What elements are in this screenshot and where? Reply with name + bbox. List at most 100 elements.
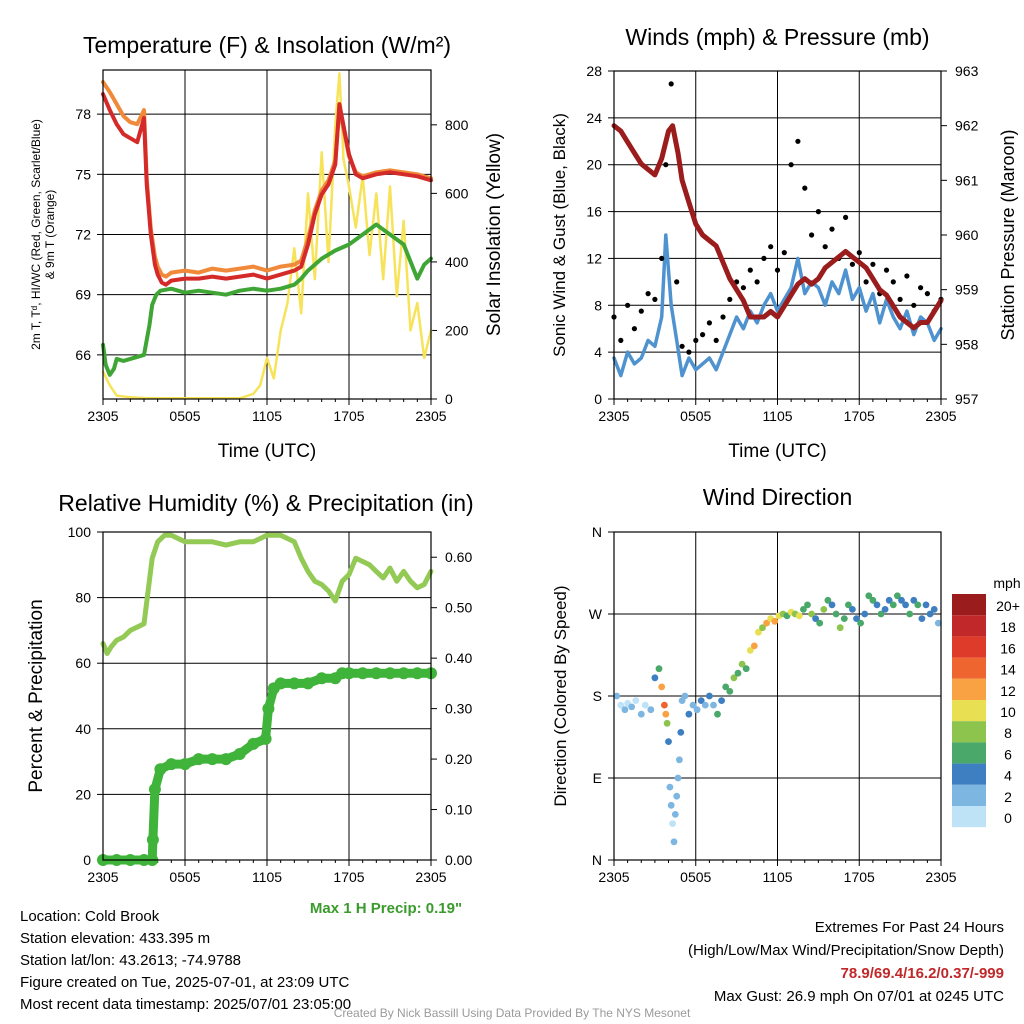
extremes-subtitle: (High/Low/Max Wind/Precipitation/Snow De… (688, 942, 1004, 959)
x-tick-label: 2305 (925, 408, 956, 424)
direction-point (812, 615, 819, 622)
x-tick-label: 1105 (762, 869, 792, 885)
y-tick-label: 75 (75, 166, 91, 182)
temperature-title: Temperature (F) & Insolation (W/m²) (83, 32, 451, 58)
precip-point (343, 667, 355, 680)
direction-point (710, 701, 717, 709)
colorbar-label: 0 (1004, 810, 1012, 826)
direction-point (934, 619, 942, 627)
series-station-pressure (611, 123, 944, 331)
direction-point (746, 647, 754, 654)
y-tick-label: 78 (75, 106, 91, 122)
humidity-title: Relative Humidity (%) & Precipitation (i… (58, 490, 473, 516)
gust-point (674, 279, 680, 285)
direction-point (701, 701, 709, 709)
y2-tick-label: 959 (955, 282, 979, 298)
direction-point (853, 615, 860, 622)
max-precip-note: Max 1 H Precip: 0.19" (310, 900, 462, 917)
extremes-title: Extremes For Past 24 Hours (814, 919, 1004, 936)
y2-tick-label: 960 (955, 227, 979, 243)
direction-point (832, 610, 840, 618)
humidity-plot: 2305 0505 1105 1705 23050204060801000.000.10… (68, 524, 473, 885)
precip-point (315, 672, 328, 685)
gust-point (706, 320, 713, 326)
y2-tick-label: 200 (445, 322, 469, 338)
y2-tick-label: 0 (445, 391, 453, 407)
direction-point (922, 601, 930, 609)
direction-point (613, 692, 621, 700)
y-tick-label: 24 (586, 110, 602, 126)
temperature-ylabel-1: 2m T, Tᵈ, HI/WC (Red, Green, Scarlet/Blu… (29, 119, 43, 350)
winds-xlabel: Time (UTC) (728, 441, 827, 462)
y2-tick-label: 0.20 (445, 751, 472, 767)
y2-tick-label: 600 (445, 185, 469, 201)
colorbar-label: 14 (1000, 662, 1016, 678)
direction-point (714, 710, 721, 718)
direction-point (632, 697, 640, 704)
gust-point (768, 244, 774, 250)
gust-point (638, 308, 644, 314)
precip-point (233, 748, 246, 760)
direction-point (877, 610, 885, 618)
direction-point (670, 838, 678, 846)
winds-plot: 2305 0505 1105 1705 230504812162024289579589… (586, 63, 978, 424)
direction-point (881, 606, 889, 613)
gust-point (659, 255, 665, 261)
x-tick-label: 0505 (169, 869, 200, 885)
gust-point (631, 326, 638, 332)
y2-tick-label: 800 (445, 117, 469, 133)
direction-point (759, 624, 766, 632)
y2-tick-label: 400 (445, 254, 469, 270)
speed-colorbar: 20+ 18 16 14 12 10 8 6 4 2 0 mph (952, 575, 1021, 828)
y-tick-label: N (592, 524, 602, 540)
direction-point (828, 601, 836, 609)
direction-point (706, 692, 713, 700)
y-tick-label: 12 (586, 250, 602, 266)
direction-point (836, 624, 844, 632)
direction-point (906, 610, 914, 618)
x-tick-label: 2305 (87, 869, 118, 885)
precip-point (192, 753, 205, 766)
direction-point (910, 596, 918, 604)
plot-border (613, 70, 942, 400)
y-tick-label: 16 (586, 204, 602, 220)
y2-tick-label: 0.00 (445, 852, 472, 868)
temperature-ylabel-2: & 9m T (Orange) (43, 190, 57, 280)
humidity-ylabel: Percent & Precipitation (26, 599, 47, 792)
y2-tick-label: 958 (955, 336, 979, 352)
y2-tick-label: 0.60 (445, 549, 472, 565)
gust-point (911, 302, 917, 308)
precip-point (302, 677, 314, 690)
station-latlon: Station lat/lon: 43.2613; -74.9788 (20, 952, 242, 969)
y2-tick-label: 0.40 (445, 650, 472, 666)
x-tick-label: 0505 (680, 408, 711, 424)
gust-point (918, 285, 924, 291)
x-tick-label: 2305 (598, 408, 629, 424)
figure-created: Figure created on Tue, 2025-07-01, at 23… (20, 974, 350, 991)
direction-point (840, 615, 848, 622)
gust-point (774, 267, 781, 273)
gust-point (815, 209, 822, 215)
temperature-plot: 2305 0505 1105 1705 2305 66 69 72 75 78 0 200 400 600… (75, 69, 469, 424)
direction-point (857, 619, 864, 627)
direction-point (750, 642, 758, 650)
gust-point (747, 267, 753, 273)
y-tick-label: 20 (586, 157, 602, 173)
y-tick-label: 72 (75, 227, 91, 243)
direction-point (918, 615, 926, 622)
y2-tick-label: 957 (955, 391, 979, 407)
temperature-ylabel-right: Solar Insolation (Yellow) (484, 133, 505, 336)
direction-point (658, 683, 666, 691)
gust-point (700, 332, 706, 338)
direction-point (894, 592, 901, 600)
gust-point (727, 296, 733, 302)
direction-point (665, 738, 672, 745)
colorbar-label: 10 (1000, 704, 1016, 720)
colorbar-label: 4 (1004, 768, 1012, 784)
direction-point (726, 688, 734, 695)
colorbar-swatch (952, 721, 986, 743)
temperature-xlabel: Time (UTC) (218, 441, 317, 462)
x-tick-label: 2305 (415, 869, 446, 885)
